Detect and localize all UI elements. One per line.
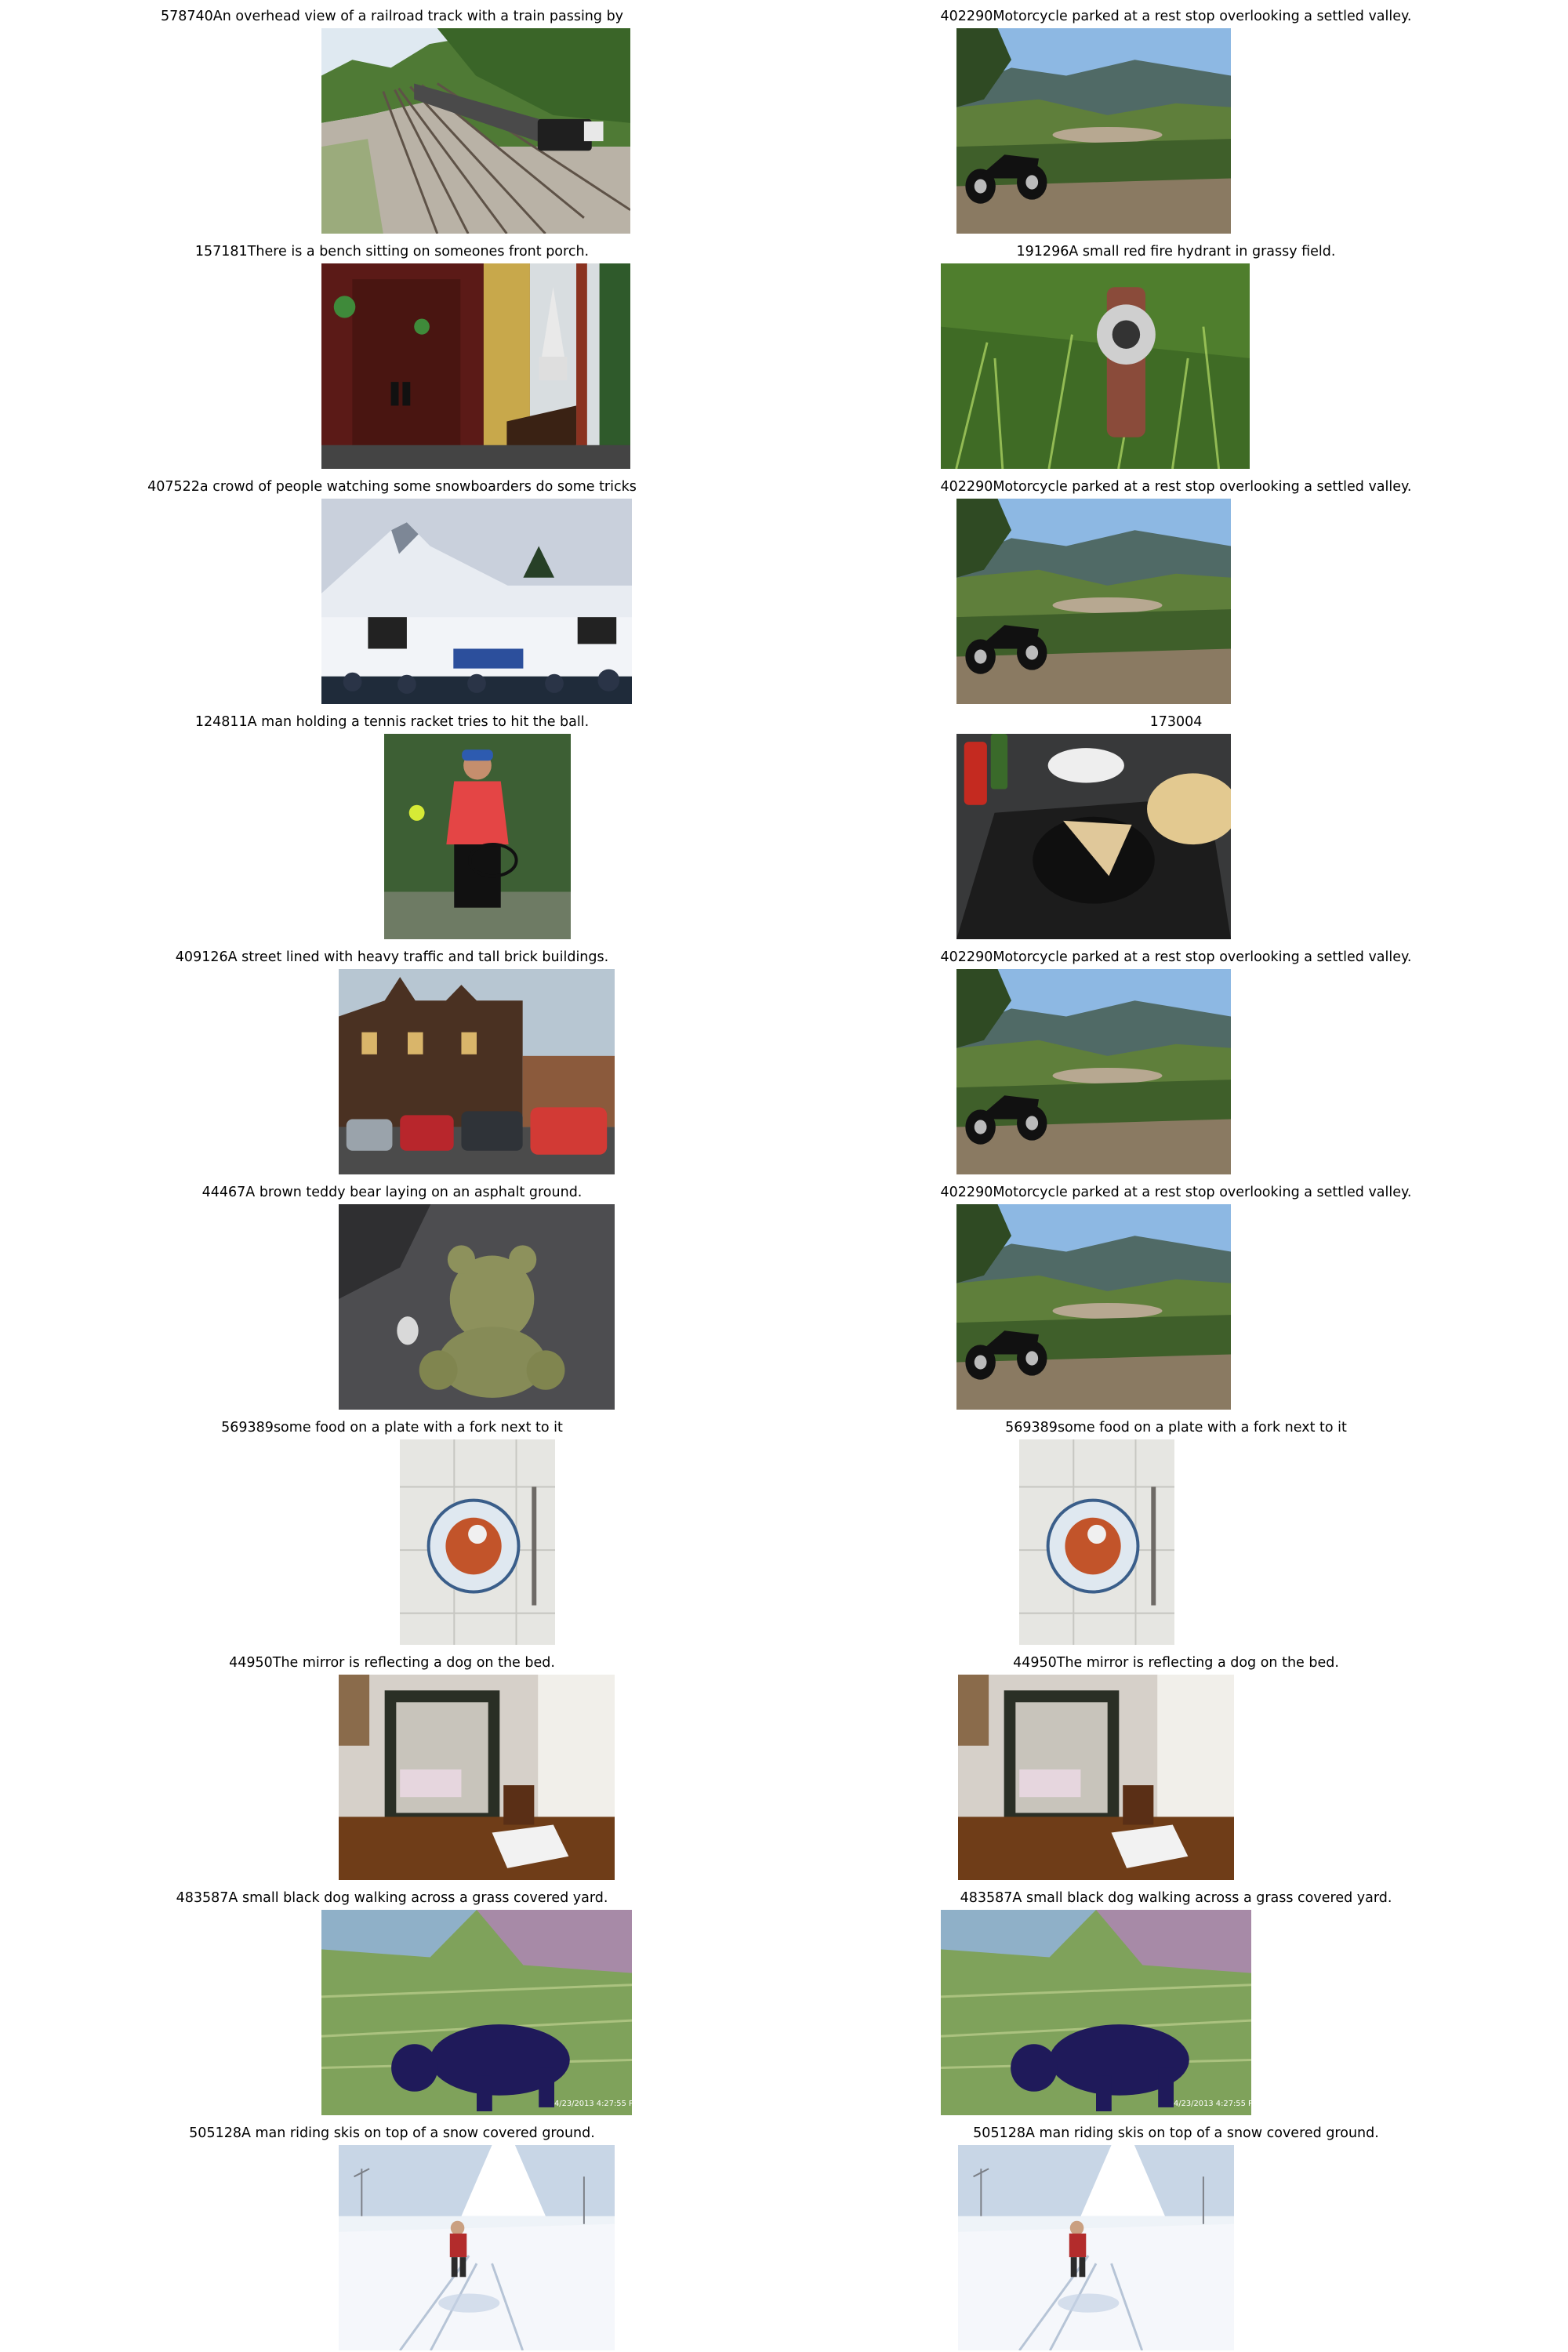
- motorcycle-photo: [956, 1204, 1231, 1410]
- grid-cell: 402290Motorcycle parked at a rest stop o…: [784, 0, 1568, 235]
- tennis-photo: [384, 734, 571, 939]
- svg-text:4/23/2013 4:27:55 PM: 4/23/2013 4:27:55 PM: [554, 2100, 632, 2108]
- grid-cell: 569389some food on a plate with a fork n…: [0, 1411, 784, 1646]
- food-plate-photo: [400, 1439, 555, 1645]
- image-caption: 483587A small black dog walking across a…: [960, 1890, 1392, 1906]
- grid-cell: 124811A man holding a tennis racket trie…: [0, 706, 784, 941]
- motorcycle-photo: [956, 28, 1231, 234]
- grid-cell: 578740An overhead view of a railroad tra…: [0, 0, 784, 235]
- image-caption: 173004: [1149, 714, 1203, 730]
- image-caption: 157181There is a bench sitting on someon…: [194, 244, 590, 260]
- food-plate-photo: [1019, 1439, 1174, 1645]
- mirror-photo: [339, 1675, 615, 1880]
- motorcycle-photo: [956, 969, 1231, 1174]
- black-dog-photo: 4/23/2013 4:27:55 PM: [941, 1910, 1251, 2115]
- grid-cell: 402290Motorcycle parked at a rest stop o…: [784, 1176, 1568, 1411]
- grid-cell: 44467A brown teddy bear laying on an asp…: [0, 1176, 784, 1411]
- motorcycle-photo: [956, 499, 1231, 704]
- grid-cell: 409126A street lined with heavy traffic …: [0, 941, 784, 1176]
- image-caption: 44950The mirror is reflecting a dog on t…: [1013, 1655, 1339, 1671]
- image-caption: 191296A small red fire hydrant in grassy…: [1016, 244, 1336, 260]
- skier-photo: [339, 2145, 615, 2350]
- teddy-bear-photo: [339, 1204, 615, 1410]
- grid-cell: 505128A man riding skis on top of a snow…: [784, 2117, 1568, 2352]
- image-caption: 569389some food on a plate with a fork n…: [1005, 1420, 1347, 1436]
- grid-cell: 44950The mirror is reflecting a dog on t…: [784, 1646, 1568, 1882]
- grid-cell: 483587A small black dog walking across a…: [0, 1882, 784, 2117]
- image-caption: 402290Motorcycle parked at a rest stop o…: [940, 949, 1412, 965]
- pizza-photo: [956, 734, 1231, 939]
- skier-photo: [958, 2145, 1234, 2350]
- grid-cell: 407522a crowd of people watching some sn…: [0, 470, 784, 706]
- image-caption: 402290Motorcycle parked at a rest stop o…: [940, 1185, 1412, 1200]
- image-caption: 409126A street lined with heavy traffic …: [175, 949, 609, 965]
- grid-cell: 191296A small red fire hydrant in grassy…: [784, 235, 1568, 470]
- street-photo: [339, 969, 615, 1174]
- image-caption: 407522a crowd of people watching some sn…: [147, 479, 637, 495]
- porch-photo: [321, 263, 630, 469]
- image-caption: 44950The mirror is reflecting a dog on t…: [229, 1655, 555, 1671]
- image-caption: 483587A small black dog walking across a…: [176, 1890, 608, 1906]
- image-caption: 402290Motorcycle parked at a rest stop o…: [940, 9, 1412, 24]
- grid-cell: 505128A man riding skis on top of a snow…: [0, 2117, 784, 2352]
- image-caption: 402290Motorcycle parked at a rest stop o…: [940, 479, 1412, 495]
- grid-cell: 483587A small black dog walking across a…: [784, 1882, 1568, 2117]
- image-caption: 569389some food on a plate with a fork n…: [221, 1420, 563, 1436]
- snowboard-photo: [321, 499, 632, 704]
- grid-cell: 44950The mirror is reflecting a dog on t…: [0, 1646, 784, 1882]
- grid-cell: 402290Motorcycle parked at a rest stop o…: [784, 941, 1568, 1176]
- hydrant-photo: [941, 263, 1250, 469]
- grid-cell: 569389some food on a plate with a fork n…: [784, 1411, 1568, 1646]
- image-caption: 44467A brown teddy bear laying on an asp…: [201, 1185, 583, 1200]
- image-caption: 578740An overhead view of a railroad tra…: [160, 9, 624, 24]
- image-caption: 505128A man riding skis on top of a snow…: [973, 2125, 1379, 2141]
- image-caption: 505128A man riding skis on top of a snow…: [189, 2125, 595, 2141]
- image-caption: 124811A man holding a tennis racket trie…: [194, 714, 590, 730]
- black-dog-photo: 4/23/2013 4:27:55 PM: [321, 1910, 632, 2115]
- svg-text:4/23/2013 4:27:55 PM: 4/23/2013 4:27:55 PM: [1174, 2100, 1251, 2108]
- railroad-photo: [321, 28, 630, 234]
- grid-cell: 173004: [784, 706, 1568, 941]
- grid-cell: 402290Motorcycle parked at a rest stop o…: [784, 470, 1568, 706]
- mirror-photo: [958, 1675, 1234, 1880]
- grid-cell: 157181There is a bench sitting on someon…: [0, 235, 784, 470]
